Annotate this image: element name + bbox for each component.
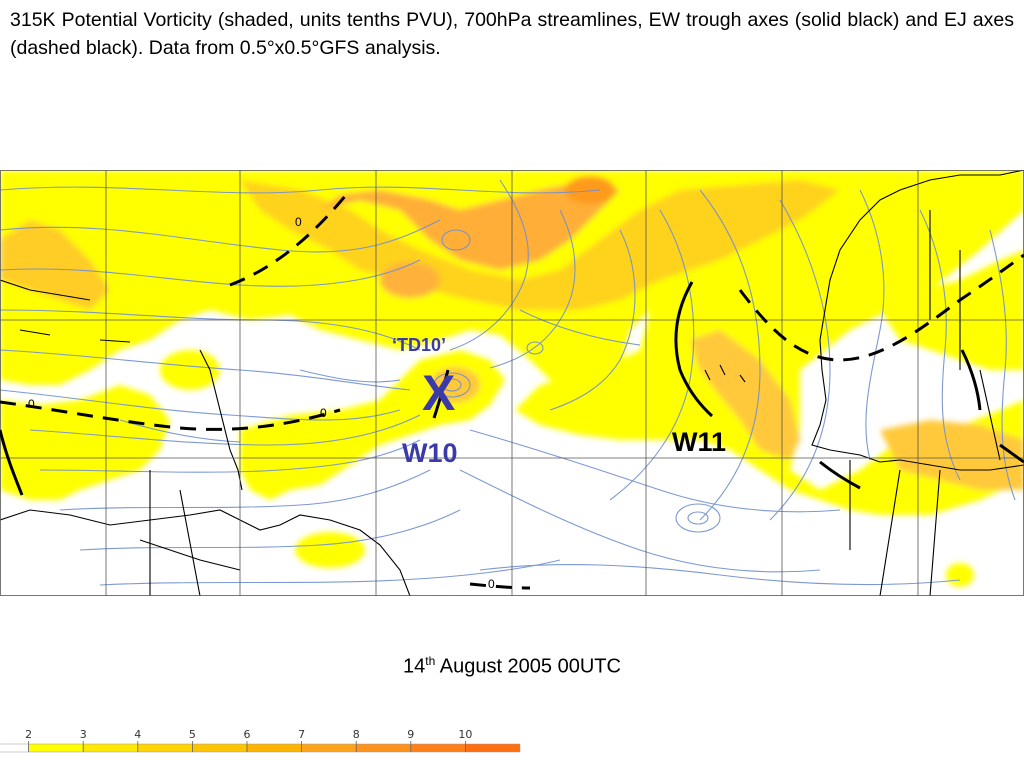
label-x-marker: X: [422, 365, 455, 421]
pv-shade-deep-north: [320, 180, 620, 270]
contour-label-0-c: 0: [320, 406, 327, 420]
colorbar-swatch: [355, 743, 412, 753]
map-panel: 0 0 0 0 ‘TD10’ X W10 W11: [0, 170, 1024, 596]
colorbar-tick-label: 5: [189, 728, 196, 741]
streamline-25: [119, 419, 241, 443]
streamline-26: [299, 369, 401, 383]
date-suffix: th: [425, 654, 436, 668]
streamline-16: [699, 189, 761, 521]
pv-shade-deep-core: [565, 176, 615, 204]
date-rest: August 2005 00UTC: [439, 655, 621, 678]
streamline-23: [479, 564, 961, 586]
trough-axis-guinea: [999, 443, 1024, 464]
pv-shade-mid-guinea: [880, 420, 1024, 490]
streamline-9: [59, 469, 431, 511]
ej-axis-south: [469, 582, 531, 590]
vortex-north: [441, 229, 471, 251]
ej-axes: [0, 189, 1024, 590]
streamline-10: [79, 509, 461, 551]
streamline-17: [769, 199, 831, 521]
streamline-21: [459, 469, 821, 573]
streamline-7: [29, 414, 421, 446]
colorbar-swatch: [410, 743, 466, 753]
pv-streamline-map: 0 0 0 0 ‘TD10’ X W10 W11: [0, 170, 1024, 596]
colorbar-swatch: [82, 743, 139, 753]
colorbar-swatches: [0, 743, 521, 753]
colorbar-tick-label: 4: [134, 728, 141, 741]
colorbar-swatch: [137, 743, 193, 753]
streamline-12: [449, 179, 529, 351]
pv-shade-deep-mid: [380, 262, 440, 298]
streamline-6: [0, 389, 401, 421]
vortex-mid: [526, 341, 544, 355]
colorbar-tick-label: 7: [298, 728, 305, 741]
vortex-south: [675, 503, 721, 533]
pv-shade-mid-west: [0, 220, 110, 310]
colorbar-swatch: [465, 743, 521, 753]
coast-caribbean-islands: [0, 279, 131, 343]
ej-axis-north: [229, 189, 352, 287]
coast-venezuela-inland: [139, 470, 241, 596]
pv-shade-blob-b: [160, 350, 220, 390]
colorbar-ticks: 2 3 4 5 6 7 8 9 10: [25, 728, 472, 752]
streamline-2: [0, 219, 441, 253]
coast-cape-verde: [704, 364, 746, 383]
analysis-date: 14th August 2005 00UTC: [0, 654, 1024, 679]
colorbar-tick-label: 10: [458, 728, 472, 741]
coast-africa: [811, 170, 1024, 471]
colorbar-swatch: [301, 743, 357, 753]
colorbar-swatch: [28, 743, 84, 753]
colorbar-swatch: [246, 743, 302, 753]
trough-axis-africa-coast: [819, 460, 861, 490]
label-td10: ‘TD10’: [392, 335, 446, 355]
feature-labels: ‘TD10’ X W10 W11: [392, 335, 726, 468]
vortex-td10: [433, 372, 471, 398]
pv-shade-mid-east: [690, 330, 800, 460]
trough-axis-sw: [0, 429, 24, 496]
coastlines: [0, 170, 1024, 596]
colorbar-tick-label: 9: [407, 728, 414, 741]
ew-trough-axes: [0, 281, 1024, 496]
colorbar-tick-label: 8: [353, 728, 360, 741]
streamline-20: [989, 229, 1016, 501]
label-w10: W10: [402, 438, 458, 468]
contour-label-0-b: 0: [28, 397, 35, 411]
ej-axis-caribbean: [0, 400, 341, 431]
contour-label-0-a: 0: [295, 215, 302, 229]
streamline-14: [549, 229, 636, 411]
streamline-11: [99, 559, 561, 586]
streamline-24: [519, 309, 641, 346]
pv-colorbar: 2 3 4 5 6 7 8 9 10: [0, 728, 521, 753]
colorbar-tick-label: 3: [80, 728, 87, 741]
trough-axis-w11: [674, 281, 714, 418]
trough-axis-africa: [960, 349, 982, 411]
figure-caption: 315K Potential Vorticity (shaded, units …: [10, 9, 1014, 59]
coast-south-america: [0, 509, 411, 596]
vortex-south-inner: [687, 511, 709, 525]
label-w11: W11: [672, 427, 726, 457]
contour-label-0-d: 0: [488, 577, 495, 591]
streamline-15: [609, 209, 695, 501]
coast-caribbean-arc: [199, 349, 243, 491]
colorbar-tick-label: 6: [244, 728, 251, 741]
pv-shade-blob-c: [946, 563, 974, 587]
streamline-18: [859, 189, 885, 461]
streamline-19: [919, 209, 961, 481]
colorbar-swatch: [0, 743, 29, 753]
date-day: 14: [403, 655, 426, 678]
pv-shade-blob-a: [295, 532, 365, 568]
streamline-8: [39, 439, 421, 473]
colorbar-swatch: [192, 743, 248, 753]
trough-axis-w10: [432, 369, 450, 419]
contour-labels: 0 0 0 0: [28, 215, 495, 591]
coast-west-africa-borders: [849, 210, 1001, 596]
colorbar-tick-label: 2: [25, 728, 32, 741]
ej-axis-east: [738, 253, 1024, 362]
